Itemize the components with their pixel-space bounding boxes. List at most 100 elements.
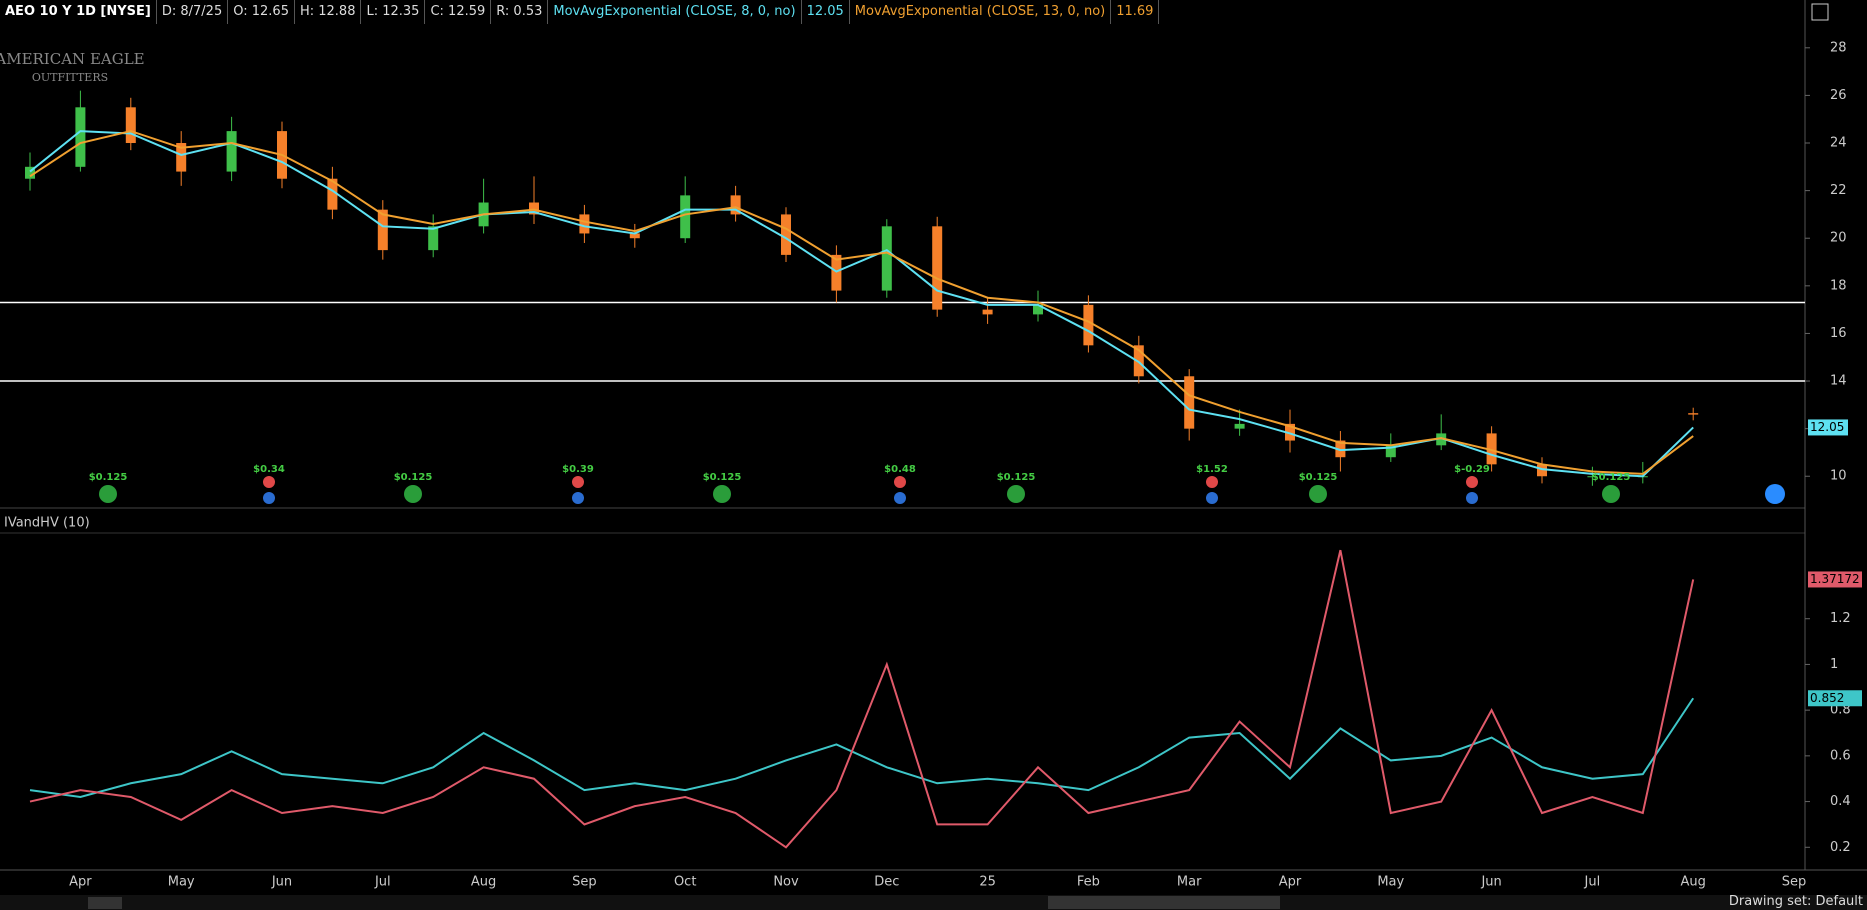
y-tick-label: 20 xyxy=(1830,231,1847,246)
y-tick-label: 24 xyxy=(1830,136,1847,151)
candle-body xyxy=(529,202,539,215)
dividend-icon xyxy=(404,485,422,503)
earnings-icon xyxy=(894,476,906,488)
value-tag-label: 0.852 xyxy=(1810,691,1844,705)
price-tag-label: 12.05 xyxy=(1810,420,1844,434)
candle-body xyxy=(75,107,86,167)
field: D: 8/7/25 xyxy=(157,0,229,24)
x-tick-label: Jun xyxy=(271,875,292,890)
dividend-icon xyxy=(99,485,117,503)
y-tick-label: 0.8 xyxy=(1830,703,1851,718)
y-tick-label: 0.2 xyxy=(1830,840,1851,855)
symbol: AEO 10 Y 1D [NYSE] xyxy=(0,0,157,24)
x-tick-label: Nov xyxy=(773,875,799,890)
earnings-label: $-0.29 xyxy=(1454,464,1490,475)
y-tick-label: 1 xyxy=(1830,657,1838,672)
y-tick-label: 22 xyxy=(1830,183,1847,198)
field: L: 12.35 xyxy=(361,0,426,24)
dividend-label: $0.125 xyxy=(1299,472,1338,483)
candle-body xyxy=(226,131,237,172)
candle-body xyxy=(1587,476,1598,478)
help-button[interactable] xyxy=(1765,484,1785,504)
x-tick-label: May xyxy=(168,875,195,890)
candle-body xyxy=(1083,304,1094,346)
candle-body xyxy=(1234,423,1245,429)
field: O: 12.65 xyxy=(228,0,295,24)
candle-body xyxy=(881,226,892,291)
x-tick-label: 25 xyxy=(979,875,996,890)
dividend-label: $0.125 xyxy=(89,472,128,483)
candle-body xyxy=(1133,345,1144,377)
candle-body xyxy=(1033,304,1043,315)
field: H: 12.88 xyxy=(295,0,362,24)
x-tick-label: May xyxy=(1377,875,1404,890)
scroll-bar[interactable] xyxy=(0,895,1867,910)
dividend-label: $0.125 xyxy=(997,472,1036,483)
candle-body xyxy=(125,107,136,144)
earnings-label: $0.48 xyxy=(884,464,916,475)
scroll-thumb[interactable] xyxy=(1048,896,1280,909)
earnings-icon xyxy=(1466,476,1478,488)
dividend-icon xyxy=(713,485,731,503)
value-tag xyxy=(1808,571,1862,588)
candle-body xyxy=(1688,413,1699,415)
candle-body xyxy=(1285,423,1295,441)
y-tick-label: 1.2 xyxy=(1830,611,1851,626)
candle-body xyxy=(1436,433,1447,446)
expand-icon[interactable] xyxy=(1811,3,1829,21)
earnings-icon xyxy=(263,476,275,488)
logo: AMERICAN EAGLE xyxy=(0,50,145,68)
candle-body xyxy=(781,214,791,255)
earnings-icon xyxy=(894,492,906,504)
value-tag-label: 1.37172 xyxy=(1810,572,1860,586)
candle-body xyxy=(1486,433,1497,465)
candle-body xyxy=(25,166,35,179)
study-title: IVandHV (10) xyxy=(4,516,90,531)
y-tick-label: 10 xyxy=(1830,469,1847,484)
candle-body xyxy=(680,195,691,239)
header: AEO 10 Y 1D [NYSE] D: 8/7/25 O: 12.65 H:… xyxy=(0,0,1160,24)
study-value: 12.05 xyxy=(802,0,850,24)
field: C: 12.59 xyxy=(425,0,492,24)
candle-body xyxy=(1385,445,1396,458)
footer: Drawing set: Default xyxy=(1728,894,1863,909)
x-tick-label: Apr xyxy=(1279,875,1302,890)
x-tick-label: Sep xyxy=(1782,875,1807,890)
field: R: 0.53 xyxy=(491,0,549,24)
series-line xyxy=(29,549,1695,849)
y-tick-label: 18 xyxy=(1830,278,1847,293)
study-name: MovAvgExponential (CLOSE, 8, 0, no) xyxy=(548,0,802,24)
candle-body xyxy=(1184,376,1195,429)
y-tick-label: 0.6 xyxy=(1830,748,1851,763)
candle-body xyxy=(629,233,640,239)
earnings-label: $1.52 xyxy=(1196,464,1228,475)
x-tick-label: Sep xyxy=(572,875,597,890)
candle-body xyxy=(932,226,943,310)
x-tick-label: Apr xyxy=(69,875,92,890)
candle-body xyxy=(377,209,388,251)
y-tick-label: 28 xyxy=(1830,40,1847,55)
logo: OUTFITTERS xyxy=(32,71,108,84)
dividend-icon xyxy=(1309,485,1327,503)
earnings-icon xyxy=(1466,492,1478,504)
x-tick-label: Feb xyxy=(1077,875,1100,890)
candle-body xyxy=(1537,464,1547,477)
price-tag xyxy=(1808,419,1848,436)
y-tick-label: 26 xyxy=(1830,88,1847,103)
earnings-label: $0.39 xyxy=(562,464,594,475)
y-tick-label: 16 xyxy=(1830,326,1847,341)
series-line xyxy=(29,697,1695,799)
dividend-label: $0.125 xyxy=(703,472,742,483)
scroll-button[interactable] xyxy=(88,897,122,909)
dividend-label: $0.125 xyxy=(1592,472,1631,483)
x-tick-label: Aug xyxy=(1681,875,1706,890)
series-line xyxy=(29,130,1694,478)
earnings-icon xyxy=(1206,492,1218,504)
earnings-icon xyxy=(572,476,584,488)
study-value: 11.69 xyxy=(1111,0,1160,24)
earnings-icon xyxy=(1206,476,1218,488)
earnings-icon xyxy=(572,492,584,504)
x-tick-label: Jun xyxy=(1480,875,1501,890)
